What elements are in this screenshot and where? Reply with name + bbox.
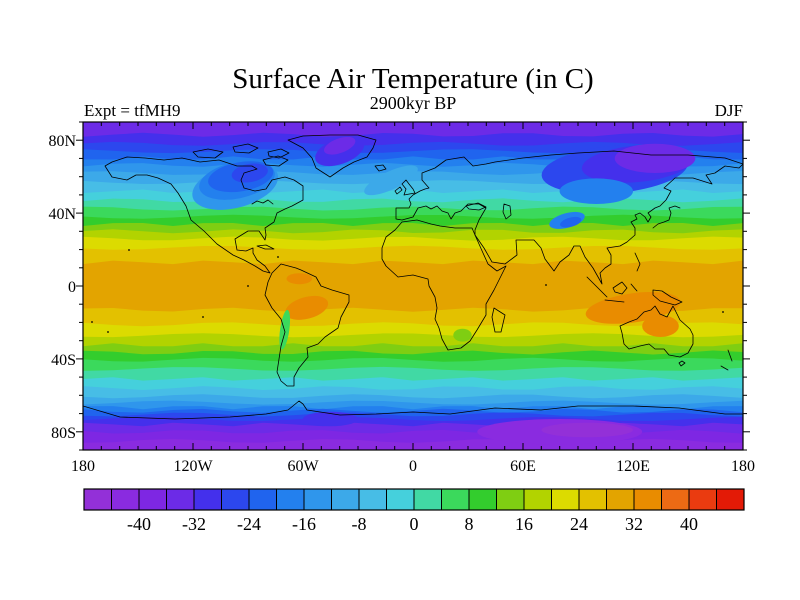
colorbar-cell — [413, 488, 442, 511]
coastlines — [83, 134, 743, 420]
coastline-japan — [652, 205, 681, 229]
y-axis-label: 40N — [48, 206, 76, 223]
axis-labels: 80N 40N 0 40S 80S 180 120W 60W 0 60E 120E 180 — [48, 133, 755, 475]
small-islands — [91, 249, 724, 333]
colorbar-label: 24 — [570, 514, 588, 534]
anomaly-blob — [231, 163, 268, 183]
anomaly-blob — [614, 143, 696, 173]
anomaly-blob — [364, 165, 418, 196]
anomaly-blob — [560, 216, 582, 228]
anomaly-blob — [323, 136, 356, 155]
y-axis-label: 40S — [51, 352, 76, 369]
coastline-new-zealand — [720, 349, 733, 371]
anomaly-blob — [642, 315, 679, 337]
colorbar-cell — [441, 488, 470, 511]
colorbar-cell — [578, 488, 607, 511]
colorbar-label: 32 — [625, 514, 643, 534]
colorbar-cell — [716, 488, 745, 511]
coastline-eurasia — [395, 150, 743, 285]
x-axis-label: 120W — [173, 458, 213, 475]
x-axis-label: 180 — [71, 458, 95, 475]
colorbar-cell — [468, 488, 497, 511]
x-axis-label: 60E — [510, 458, 536, 475]
colorbar-label: 8 — [465, 514, 474, 534]
colorbar-cell — [358, 488, 387, 511]
coastline-great-lakes — [251, 199, 274, 205]
colorbar-cell — [303, 488, 332, 511]
colorbar-cell — [386, 488, 415, 511]
colorbar-cell — [331, 488, 360, 511]
colorbar-label: -40 — [127, 514, 151, 534]
y-axis-label: 80S — [51, 425, 76, 442]
x-axis-label: 60W — [287, 458, 319, 475]
x-axis-label: 0 — [409, 458, 417, 475]
coastline-africa — [381, 219, 507, 351]
colorbar-label: -24 — [237, 514, 261, 534]
axis-ticks — [76, 121, 750, 451]
colorbar-label: 40 — [680, 514, 698, 534]
colorbar-frame — [83, 488, 745, 511]
coastline-australia — [619, 305, 694, 367]
colorbar-cell — [633, 488, 662, 511]
anomaly-blob — [286, 273, 313, 285]
coastline-madagascar — [491, 307, 506, 333]
coastline-caspian-black-sea — [465, 202, 512, 220]
x-axis-label: 120E — [616, 458, 650, 475]
anomaly-blob — [559, 178, 633, 204]
colorbar-cell — [496, 488, 525, 511]
experiment-label: Expt = tfMH9 — [84, 101, 180, 120]
coastline-iceland — [374, 164, 387, 172]
chart-title: Surface Air Temperature (in C) — [232, 63, 593, 95]
coastline-britain — [394, 179, 416, 196]
colorbar-cell — [661, 488, 690, 511]
anomaly-blob — [303, 411, 358, 427]
colorbar-cell — [551, 488, 580, 511]
coastline-antarctica — [83, 400, 743, 420]
colorbar-cell — [166, 488, 195, 511]
anomaly-blob — [285, 295, 329, 320]
colorbar-cell — [138, 488, 167, 511]
season-label: DJF — [715, 101, 743, 120]
coastline-cuba — [256, 244, 275, 250]
colorbar: -40 -32 -24 -16 -8 0 8 16 24 32 40 — [83, 488, 745, 534]
map-frame — [82, 121, 744, 451]
temperature-anomalies — [192, 136, 696, 445]
colorbar-label: -16 — [292, 514, 316, 534]
coastline-arctic-islands — [192, 143, 290, 167]
coastline-greenland — [287, 134, 377, 178]
colorbar-cell — [248, 488, 277, 511]
colorbar-cell — [83, 488, 112, 511]
chart-subtitle: 2900kyr BP — [370, 93, 457, 113]
colorbar-cell — [523, 488, 552, 511]
y-axis-label: 0 — [68, 279, 76, 296]
colorbar-label: 0 — [410, 514, 419, 534]
x-axis-label: 180 — [731, 458, 755, 475]
y-axis-label: 80N — [48, 133, 76, 150]
anomaly-blob — [453, 328, 472, 342]
colorbar-cell — [606, 488, 635, 511]
map-plot — [76, 121, 750, 451]
colorbar-label: -32 — [182, 514, 206, 534]
coastline-south-america — [264, 263, 350, 387]
anomaly-blob — [541, 422, 633, 438]
colorbar-cell — [111, 488, 140, 511]
colorbar-label: -8 — [352, 514, 367, 534]
coastline-north-america — [104, 156, 304, 274]
colorbar-cell — [688, 488, 717, 511]
colorbar-cell — [276, 488, 305, 511]
colorbar-cell — [221, 488, 250, 511]
colorbar-cell — [193, 488, 222, 511]
colorbar-label: 16 — [515, 514, 533, 534]
coastline-southeast-asia-islands — [586, 252, 683, 306]
